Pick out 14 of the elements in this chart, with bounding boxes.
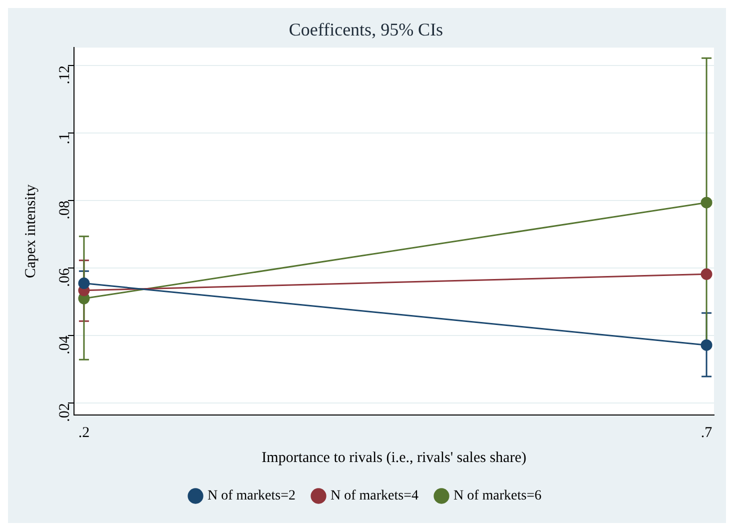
y-tick-label: .1 xyxy=(56,133,73,144)
legend-label: N of markets=6 xyxy=(453,488,542,504)
y-tick-label: .04 xyxy=(56,335,73,354)
y-axis-title: Capex intensity xyxy=(22,184,39,278)
chart-title: Coefficents, 95% CIs xyxy=(288,20,444,40)
x-tick-label: .7 xyxy=(700,424,713,441)
y-tick-label: .02 xyxy=(56,403,73,422)
legend-label: N of markets=2 xyxy=(208,488,296,504)
y-tick-label: .08 xyxy=(56,200,73,220)
x-axis-title: Importance to rivals (i.e., rivals' sales share) xyxy=(262,450,526,466)
y-tick-label: .12 xyxy=(56,65,73,84)
y-tick-label: .06 xyxy=(56,268,73,287)
legend-label: N of markets=4 xyxy=(330,488,419,504)
x-tick-label: .2 xyxy=(78,424,90,441)
